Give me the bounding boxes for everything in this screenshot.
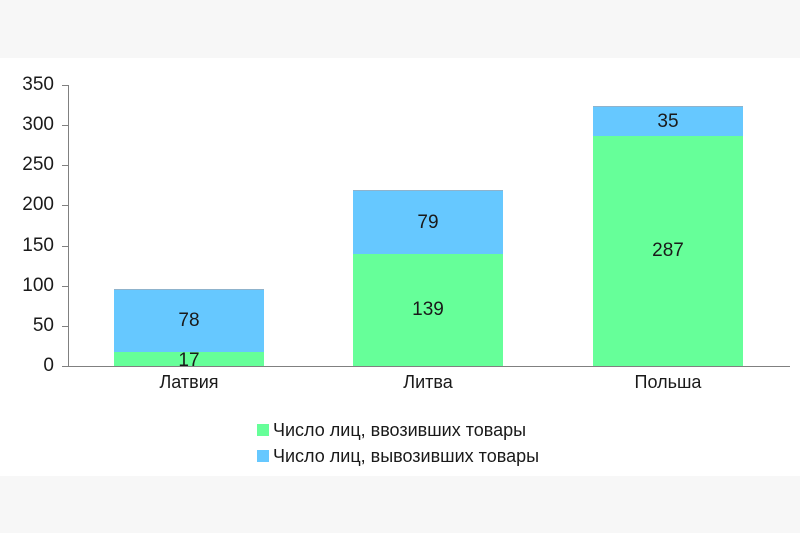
y-tick-label: 350: [22, 74, 54, 95]
y-tick-label: 50: [32, 314, 54, 336]
segment-import: 287: [593, 135, 743, 366]
legend-swatch-import: [257, 424, 269, 436]
y-tick-label: 150: [22, 234, 54, 256]
bar-1: 17 78: [114, 288, 264, 371]
y-tick: [62, 245, 68, 247]
data-label: 139: [412, 299, 444, 321]
legend-label-export: Число лиц, вывозивших товары: [273, 445, 540, 466]
legend: Число лиц, ввозивших товары Число лиц, в…: [257, 417, 539, 469]
y-tick: [62, 125, 68, 127]
segment-export: 35: [593, 106, 743, 136]
bar-2: 139 79: [353, 189, 503, 366]
y-tick-label: 250: [22, 154, 54, 176]
data-label: 287: [652, 239, 684, 261]
y-tick: [62, 165, 68, 167]
legend-item-import: Число лиц, ввозивших товары: [257, 417, 539, 443]
legend-swatch-export: [257, 450, 269, 462]
y-tick-label: 0: [43, 355, 54, 376]
category-label: Латвия: [159, 372, 219, 392]
segment-export: 79: [353, 189, 503, 255]
top-band: [0, 0, 800, 58]
data-label: 78: [178, 310, 200, 332]
legend-label-import: Число лиц, ввозивших товары: [273, 419, 527, 440]
y-tick: [62, 285, 68, 287]
bottom-band: [0, 476, 800, 533]
bar-3: 287 35: [593, 106, 743, 366]
legend-item-export: Число лиц, вывозивших товары: [257, 443, 539, 469]
segment-import: 139: [353, 254, 503, 366]
y-tick-label: 300: [22, 114, 54, 136]
data-label: 35: [657, 110, 679, 132]
y-tick-label: 100: [22, 274, 54, 296]
data-label: 17: [178, 350, 200, 372]
segment-export: 78: [114, 288, 264, 353]
segment-import: 17: [114, 350, 264, 371]
category-label: Литва: [403, 372, 453, 392]
y-tick: [62, 85, 68, 86]
y-axis: [68, 85, 69, 367]
category-label: Польша: [634, 372, 702, 392]
data-label: 79: [417, 211, 439, 233]
y-tick: [62, 366, 68, 367]
y-tick-label: 200: [22, 194, 54, 216]
y-tick: [62, 325, 68, 327]
x-axis: [68, 366, 790, 367]
y-tick: [62, 205, 68, 207]
